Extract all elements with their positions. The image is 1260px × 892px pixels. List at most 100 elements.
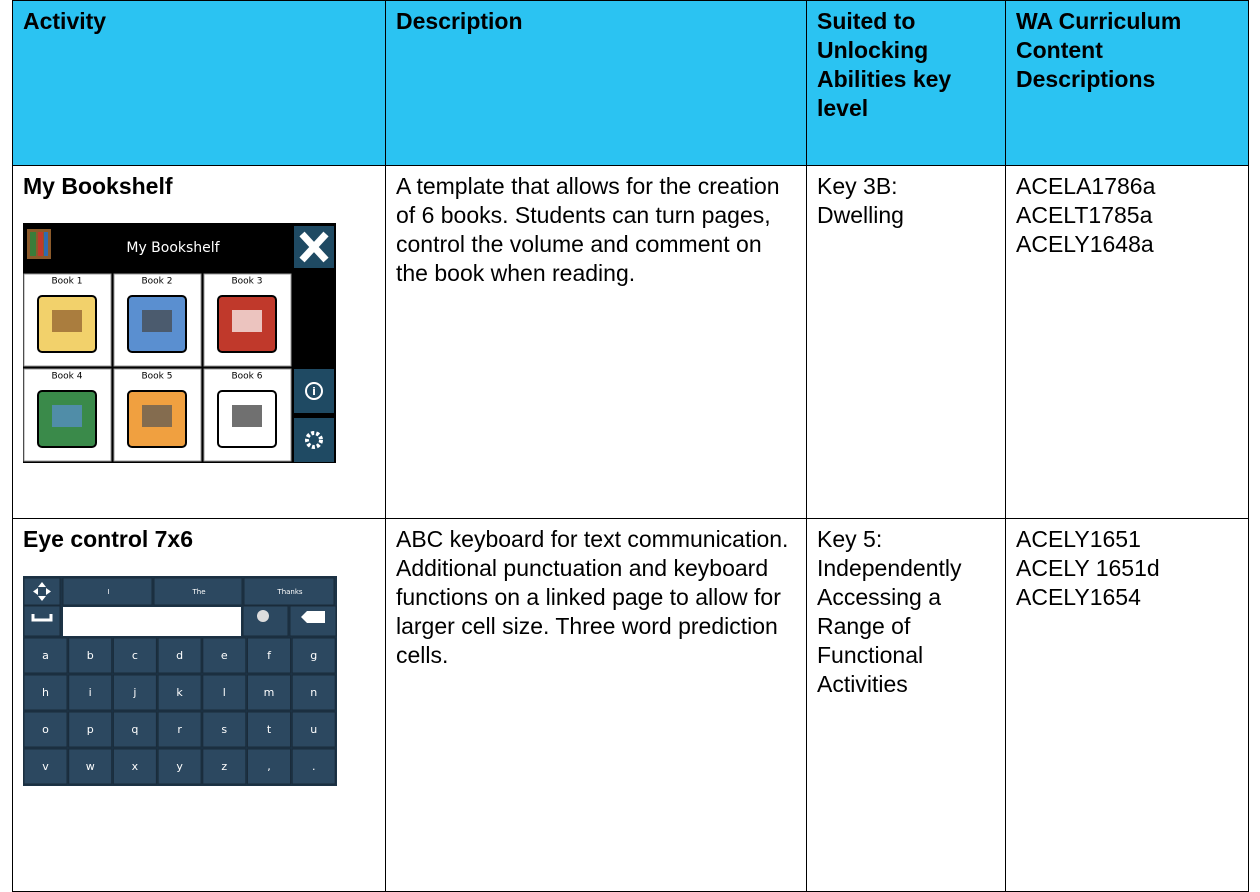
letter-key (112, 748, 157, 785)
prediction-key (153, 577, 243, 606)
letter-key (68, 748, 113, 785)
prediction-label: I (107, 588, 109, 596)
letter-key (291, 637, 336, 674)
book-label: Book 5 (142, 372, 173, 382)
letter-label: p (87, 723, 94, 736)
letter-label: x (132, 760, 139, 773)
codes-cell: ACELY1651 ACELY 1651d ACELY1654 (1005, 518, 1249, 892)
curriculum-code: ACELY1648a (1016, 231, 1154, 257)
letter-key (202, 637, 247, 674)
letter-label: u (310, 723, 317, 736)
row: My Bookshelf My Bookshelf i Book 1 Book 2… (12, 165, 1249, 519)
letter-key (291, 674, 336, 711)
key-level-cell: Key 3B: Dwelling (806, 165, 1006, 519)
header-row: Activity Description Suited to Unlocking… (12, 0, 1249, 166)
book-label: Book 6 (232, 372, 263, 382)
key-level-line: Key 3B: (817, 173, 898, 199)
activity-cell: Eye control 7x6 I The Thanks a b c d e f g h i j k l m n… (12, 518, 386, 892)
book-label: Book 1 (52, 277, 83, 287)
book-picture-detail (52, 310, 82, 332)
svg-text:i: i (312, 385, 316, 398)
letter-label: r (177, 723, 182, 736)
prediction-label: The (191, 588, 205, 596)
book-label: Book 3 (232, 277, 263, 287)
letter-key (112, 637, 157, 674)
key-level-line: Accessing a (817, 584, 942, 610)
letter-label: j (132, 686, 136, 699)
letter-key (247, 748, 291, 785)
header-cell: Suited to Unlocking Abilities key level (806, 0, 1006, 166)
letter-label: a (42, 649, 49, 662)
letter-key (23, 748, 68, 785)
letter-key (157, 637, 202, 674)
letter-key (157, 748, 202, 785)
key-level-line: Range of (817, 613, 911, 639)
letter-key (291, 711, 336, 748)
header-cell: Activity (12, 0, 386, 166)
bookshelf-screenshot: My Bookshelf i Book 1 Book 2 Book 3 Book 4 B… (23, 223, 336, 463)
letter-key (23, 674, 68, 711)
description-cell: A template that allows for the creation … (385, 165, 807, 519)
book-picture-detail (142, 310, 172, 332)
header-cell: Description (385, 0, 807, 166)
letter-key (157, 711, 202, 748)
letter-label: f (267, 649, 272, 662)
letter-key (202, 748, 247, 785)
letter-label: o (42, 723, 49, 736)
letter-label: , (267, 760, 271, 773)
curriculum-code: ACELA1786a (1016, 173, 1156, 199)
book-picture-detail (142, 405, 172, 427)
page: Activity Description Suited to Unlocking… (12, 0, 1249, 892)
letter-label: q (131, 723, 138, 736)
key-level-cell: Key 5: Independently Accessing a Range of Fu… (806, 518, 1006, 892)
curriculum-code: ACELY1651 (1016, 526, 1141, 552)
letter-key (291, 748, 336, 785)
letter-label: v (42, 760, 49, 773)
book-picture-detail (232, 310, 262, 332)
letter-label: b (87, 649, 94, 662)
letter-label: h (42, 686, 49, 699)
key-level-line: Dwelling (817, 202, 904, 228)
row: Eye control 7x6 I The Thanks a b c d e f g h i j k l m n… (12, 518, 1249, 892)
keyboard-screenshot: I The Thanks a b c d e f g h i j k l m n o p q r s t u v w x y z,. (23, 576, 337, 786)
letter-label: d (176, 649, 183, 662)
letter-key (23, 711, 68, 748)
letter-key (157, 674, 202, 711)
letter-key (68, 674, 113, 711)
letter-key (247, 711, 291, 748)
letter-key (247, 674, 291, 711)
letter-key (112, 711, 157, 748)
letter-label: z (221, 760, 227, 773)
description-cell: ABC keyboard for text communication. Add… (385, 518, 807, 892)
letter-label: . (312, 760, 316, 773)
key-level-line: Activities (817, 671, 908, 697)
curriculum-code: ACELY 1651d (1016, 555, 1160, 581)
letter-label: t (267, 723, 272, 736)
book-picture-detail (232, 405, 262, 427)
letter-label: c (132, 649, 138, 662)
key-level-line: Functional (817, 642, 924, 668)
book-label: Book 4 (52, 372, 83, 382)
key-level-line: Key 5: (817, 526, 883, 552)
key-level-line: Independently (817, 555, 962, 581)
letter-key (23, 637, 68, 674)
letter-key (202, 674, 247, 711)
book-label: Book 2 (142, 277, 173, 287)
prediction-key (243, 577, 335, 606)
activity-cell: My Bookshelf My Bookshelf i Book 1 Book 2… (12, 165, 386, 519)
prediction-label: Thanks (276, 588, 302, 596)
codes-cell: ACELA1786a ACELT1785a ACELY1648a (1005, 165, 1249, 519)
activity-name: Eye control 7x6 (23, 526, 194, 552)
letter-label: w (86, 760, 95, 773)
letter-key (247, 637, 291, 674)
curriculum-code: ACELT1785a (1016, 202, 1153, 228)
letter-label: g (310, 649, 317, 662)
letter-label: k (176, 686, 183, 699)
screenshot-title: My Bookshelf (126, 240, 220, 256)
header-cell: WA Curriculum Content Descriptions (1005, 0, 1249, 166)
curriculum-code: ACELY1654 (1016, 584, 1141, 610)
prediction-key (62, 577, 153, 606)
activity-name: My Bookshelf (23, 173, 173, 199)
letter-key (68, 711, 113, 748)
letter-key (68, 637, 113, 674)
